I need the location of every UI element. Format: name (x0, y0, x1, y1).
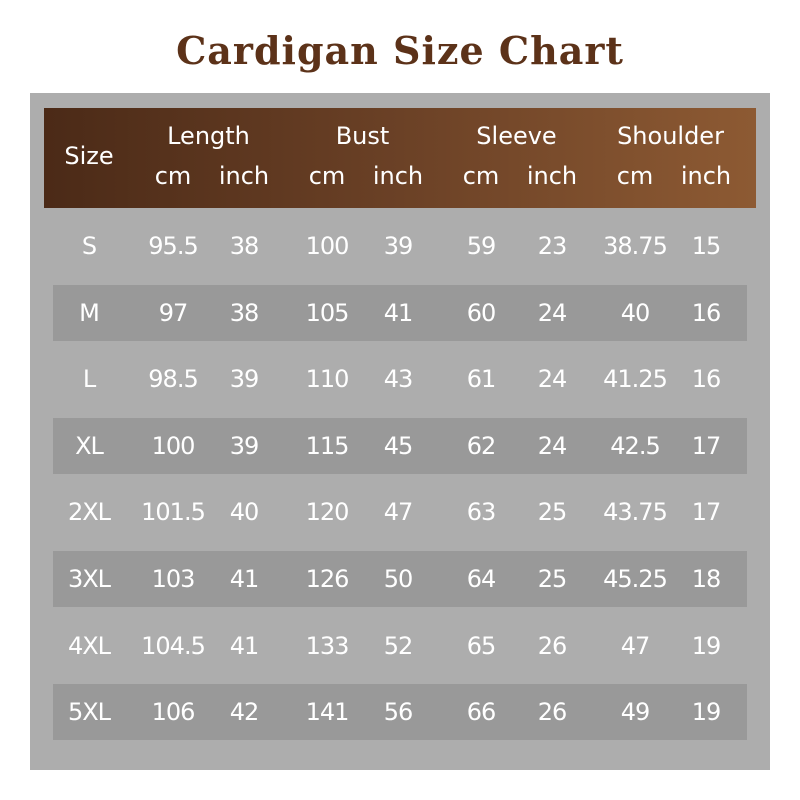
cell: 100 (151, 431, 196, 460)
cell: 17 (691, 498, 722, 527)
cell: 25 (537, 498, 568, 527)
cell: 41 (229, 565, 260, 593)
cell: 106 (151, 698, 196, 727)
cell: 133 (305, 631, 350, 660)
cell: 23 (537, 232, 568, 260)
cell: 38.75 (603, 232, 668, 260)
cell: 19 (691, 631, 722, 660)
header-size: Size (64, 142, 114, 170)
header-unit-cm: cm (154, 162, 192, 190)
cell: 95.5 (148, 232, 198, 260)
cell: 103 (151, 565, 196, 593)
cell: 5XL (67, 698, 111, 727)
cell: 18 (691, 565, 722, 593)
cell: 24 (537, 431, 568, 460)
cell: 40 (229, 498, 260, 527)
cell: 66 (466, 698, 497, 727)
header-group-shoulder: Shoulder (617, 122, 724, 150)
cell: 40 (620, 298, 651, 327)
table-row: 4XL 104.5 41 133 52 65 26 47 19 (53, 618, 747, 674)
cell: 16 (691, 365, 722, 394)
header-unit-cm: cm (462, 162, 500, 190)
cell: 141 (305, 698, 350, 727)
cell: L (82, 365, 96, 394)
header-group-bust: Bust (335, 122, 390, 150)
cell: 41.25 (603, 365, 668, 394)
header-unit-inch: inch (372, 162, 424, 190)
header-unit-inch: inch (680, 162, 732, 190)
cell: 43 (383, 365, 414, 394)
cell: 47 (383, 498, 414, 527)
cell: 105 (305, 298, 350, 327)
table-row: 2XL 101.5 40 120 47 63 25 43.75 17 (53, 484, 747, 540)
cell: 97 (158, 298, 189, 327)
cell: 16 (691, 298, 722, 327)
cell: 43.75 (603, 498, 668, 527)
cell: 100 (305, 232, 350, 260)
cell: 98.5 (148, 365, 198, 394)
cell: 38 (229, 232, 260, 260)
cell: 115 (305, 431, 350, 460)
header-unit-inch: inch (218, 162, 270, 190)
cell: 61 (466, 365, 497, 394)
cell: 60 (466, 298, 497, 327)
cell: 42 (229, 698, 260, 727)
cell: 39 (383, 232, 414, 260)
cell: 52 (383, 631, 414, 660)
cell: 104.5 (141, 631, 206, 660)
table-row: XL 100 39 115 45 62 24 42.5 17 (53, 417, 747, 474)
cell: 19 (691, 698, 722, 727)
cell: 59 (466, 232, 497, 260)
cell: 101.5 (141, 498, 206, 527)
cell: 26 (537, 631, 568, 660)
cell: S (81, 232, 97, 260)
cell: 49 (620, 698, 651, 727)
cell: XL (75, 431, 104, 460)
header-unit-cm: cm (616, 162, 654, 190)
table-row: L 98.5 39 110 43 61 24 41.25 16 (53, 351, 747, 407)
cell: 42.5 (610, 431, 660, 460)
cell: 17 (691, 431, 722, 460)
cell: 65 (466, 631, 497, 660)
cell: 64 (466, 565, 497, 593)
cell: 2XL (67, 498, 111, 527)
cell: 39 (229, 365, 260, 394)
cell: 126 (305, 565, 350, 593)
cell: 120 (305, 498, 350, 527)
cell: 50 (383, 565, 414, 593)
cell: 63 (466, 498, 497, 527)
table-row: 5XL 106 42 141 56 66 26 49 19 (53, 684, 747, 741)
chart-title: Cardigan Size Chart (176, 28, 624, 73)
cell: 41 (229, 631, 260, 660)
cell: 45 (383, 431, 414, 460)
cell: M (79, 298, 100, 327)
table-row: M 97 38 105 41 60 24 40 16 (53, 284, 747, 341)
cell: 25 (537, 565, 568, 593)
table-row: S 95.5 38 100 39 59 23 38.75 15 (53, 218, 747, 274)
cell: 56 (383, 698, 414, 727)
cell: 24 (537, 298, 568, 327)
cell: 26 (537, 698, 568, 727)
cell: 62 (466, 431, 497, 460)
cell: 47 (620, 631, 651, 660)
table-header: Size Length cm inch Bust cm inch Sleeve cm inch Sh… (44, 108, 756, 208)
cell: 4XL (67, 631, 111, 660)
header-unit-inch: inch (526, 162, 578, 190)
cell: 3XL (67, 565, 111, 593)
header-unit-cm: cm (308, 162, 346, 190)
table-row: 3XL 103 41 126 50 64 25 45.25 18 (53, 551, 747, 607)
cell: 39 (229, 431, 260, 460)
header-group-sleeve: Sleeve (476, 122, 557, 150)
cell: 45.25 (603, 565, 668, 593)
cell: 41 (383, 298, 414, 327)
cell: 110 (305, 365, 350, 394)
cell: 24 (537, 365, 568, 394)
header-group-length: Length (167, 122, 250, 150)
cell: 15 (691, 232, 722, 260)
cell: 38 (229, 298, 260, 327)
